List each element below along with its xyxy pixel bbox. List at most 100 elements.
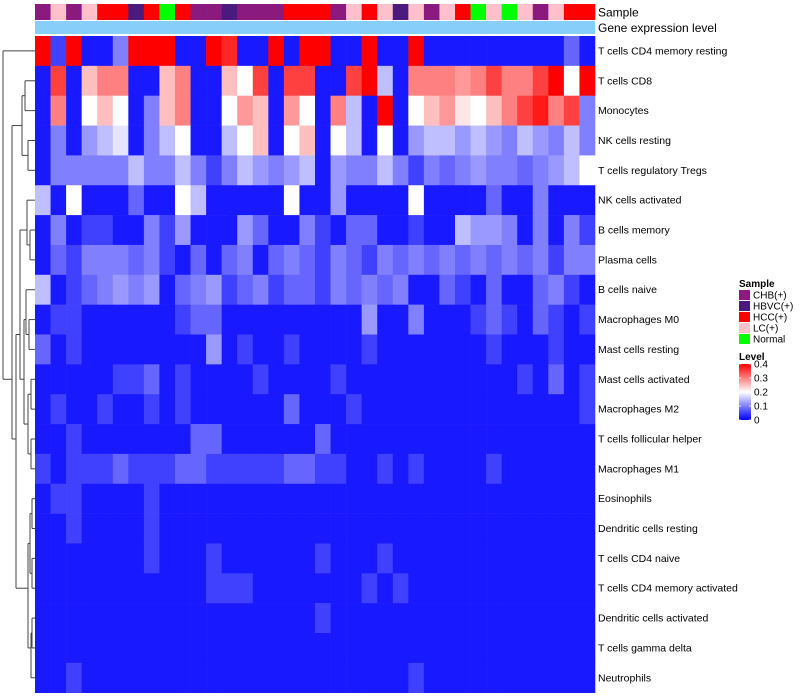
sample-annotation-cell <box>579 4 596 20</box>
heatmap-cells <box>35 36 596 693</box>
heatmap-cell <box>97 274 114 305</box>
heatmap-cell <box>175 125 191 156</box>
heatmap-cell <box>439 424 456 455</box>
heatmap-cell <box>81 364 98 395</box>
heatmap-cell <box>377 662 394 693</box>
heatmap-cell <box>175 95 191 126</box>
heatmap-cell <box>143 185 160 216</box>
heatmap-cell <box>268 633 285 664</box>
heatmap-cell <box>97 662 114 693</box>
sample-annotation-cell <box>35 4 51 20</box>
heatmap-cell <box>532 364 549 395</box>
heatmap-cell <box>517 155 534 186</box>
heatmap-cell <box>486 215 502 246</box>
heatmap-cell <box>579 95 596 126</box>
heatmap-cell <box>237 274 254 305</box>
heatmap-cell <box>97 603 114 634</box>
heatmap-cell <box>517 95 534 126</box>
heatmap-cell <box>268 304 285 335</box>
heatmap-cell <box>548 304 565 335</box>
heatmap-cell <box>128 662 145 693</box>
heatmap-cell <box>221 543 238 574</box>
heatmap-cell <box>128 215 145 246</box>
heatmap-cell <box>330 364 347 395</box>
heatmap-cell <box>392 334 409 365</box>
heatmap-cell <box>392 662 409 693</box>
heatmap-cell <box>299 633 316 664</box>
heatmap-cell <box>548 364 565 395</box>
heatmap-cell <box>112 603 129 634</box>
heatmap-cell <box>35 65 51 96</box>
sample-annotation-cell <box>128 4 145 20</box>
heatmap-cell <box>159 215 176 246</box>
heatmap-cell <box>143 125 160 156</box>
heatmap-cell <box>548 95 565 126</box>
heatmap-cell <box>408 662 425 693</box>
legend-level-label: 0 <box>754 416 760 427</box>
heatmap-cell <box>112 453 129 485</box>
heatmap-cell <box>159 65 176 96</box>
heatmap-cell <box>315 304 331 335</box>
heatmap-cell <box>283 334 300 365</box>
heatmap-cell <box>439 483 456 514</box>
sample-annotation-cell <box>439 4 456 20</box>
heatmap-cell <box>221 36 238 67</box>
heatmap-cell <box>237 543 254 574</box>
heatmap-cell <box>283 36 300 67</box>
heatmap-cell <box>470 483 487 514</box>
heatmap-cell <box>330 155 347 186</box>
heatmap-cell <box>548 185 565 216</box>
heatmap-cell <box>532 573 549 604</box>
heatmap-cell <box>237 394 254 425</box>
sample-annotation-cell <box>112 4 129 20</box>
heatmap-cell <box>283 662 300 693</box>
heatmap-cell <box>501 453 518 485</box>
heatmap-cell <box>175 36 191 67</box>
heatmap-cell <box>190 394 207 425</box>
heatmap-cell <box>206 125 222 156</box>
heatmap-cell <box>190 304 207 335</box>
heatmap-cell <box>563 483 580 514</box>
heatmap-cell <box>377 244 394 276</box>
heatmap-cell <box>455 603 471 634</box>
heatmap-cell <box>221 65 238 96</box>
heatmap-cell <box>299 483 316 514</box>
heatmap-cell <box>175 603 191 634</box>
heatmap-cell <box>392 65 409 96</box>
heatmap-cell <box>81 274 98 305</box>
heatmap-cell <box>439 453 456 485</box>
heatmap-cell <box>346 543 362 574</box>
heatmap-cell <box>563 633 580 664</box>
legend-sample-label: LC(+) <box>753 324 778 335</box>
heatmap-cell <box>35 543 51 574</box>
heatmap-cell <box>361 274 378 305</box>
heatmap-cell <box>206 334 222 365</box>
heatmap-cell <box>455 185 471 216</box>
sample-annotation-cell <box>392 4 409 20</box>
heatmap-cell <box>50 573 67 604</box>
heatmap-cell <box>50 274 67 305</box>
heatmap-cell <box>579 483 596 514</box>
heatmap-cell <box>423 36 440 67</box>
heatmap-cell <box>97 65 114 96</box>
heatmap-cell <box>143 364 160 395</box>
heatmap-cell <box>112 513 129 544</box>
heatmap-cell <box>97 633 114 664</box>
heatmap-cell <box>563 424 580 455</box>
heatmap-cell <box>112 65 129 96</box>
heatmap-cell <box>81 513 98 544</box>
heatmap-cell <box>315 394 331 425</box>
heatmap-cell <box>252 65 269 96</box>
sample-annotation-cell <box>221 4 238 20</box>
heatmap-cell <box>143 394 160 425</box>
heatmap-cell <box>361 573 378 604</box>
heatmap-cell <box>346 394 362 425</box>
heatmap-cell <box>455 274 471 305</box>
legend-level-gradient <box>739 364 751 420</box>
heatmap-cell <box>517 65 534 96</box>
legend-sample-label: HCC(+) <box>753 313 787 324</box>
row-label: Eosinophils <box>598 493 652 505</box>
row-label: NK cells activated <box>598 195 682 207</box>
heatmap-cell <box>206 274 222 305</box>
